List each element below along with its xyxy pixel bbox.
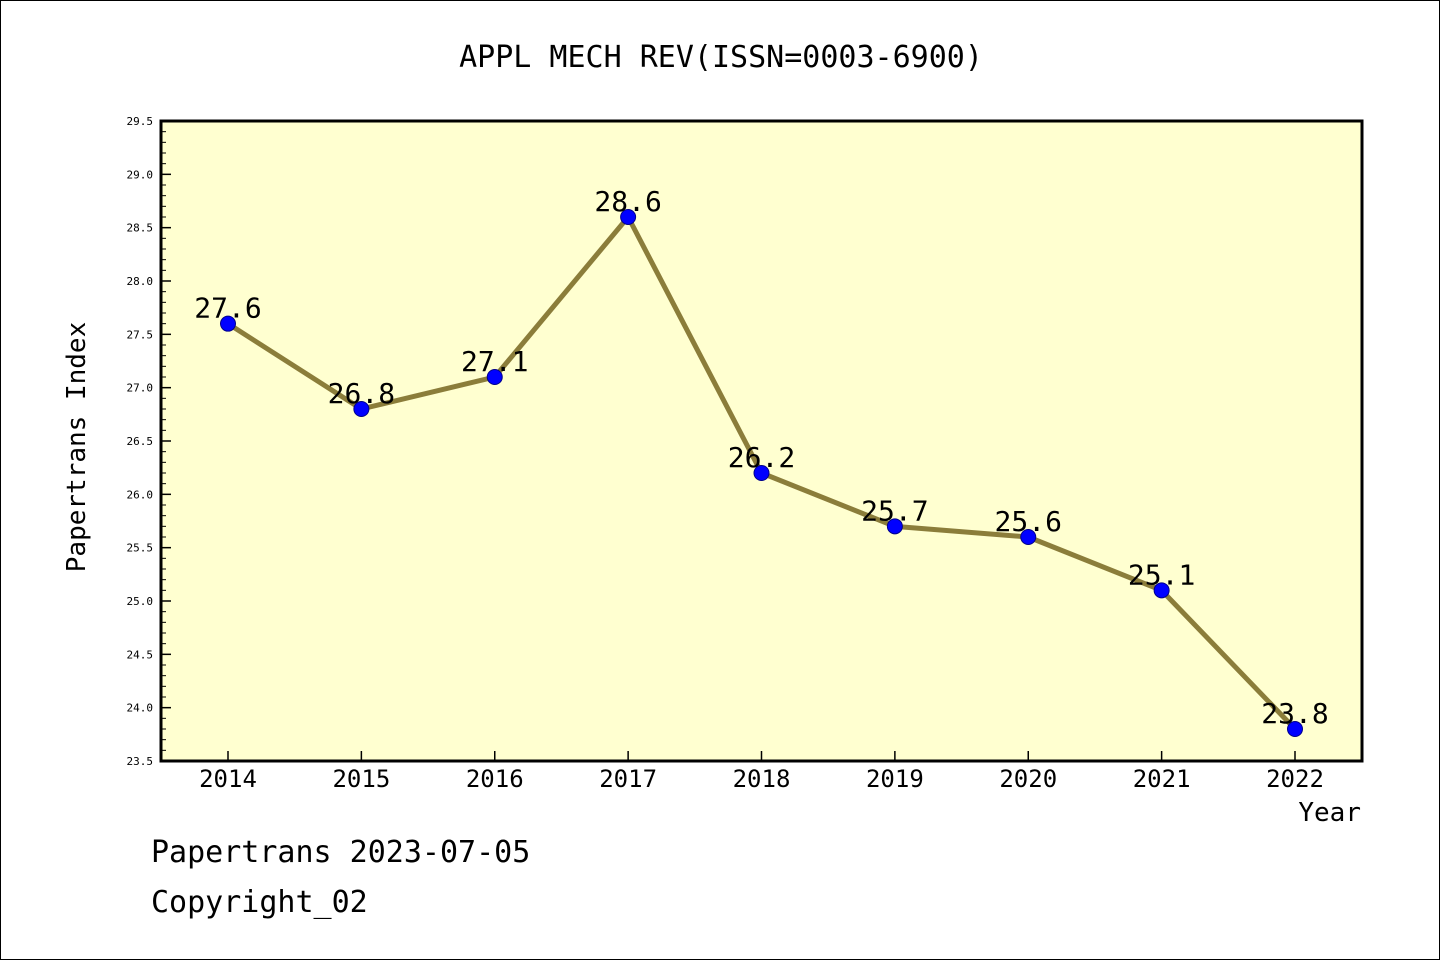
data-point bbox=[886, 518, 903, 535]
data-label: 27.6 bbox=[194, 292, 261, 325]
x-axis-label: Year bbox=[1298, 798, 1361, 828]
data-label: 25.1 bbox=[1128, 558, 1195, 591]
y-tick-label: 26.0 bbox=[127, 488, 154, 501]
x-tick-label: 2022 bbox=[1266, 765, 1324, 793]
data-label: 28.6 bbox=[594, 185, 661, 218]
data-point bbox=[753, 465, 770, 481]
x-tick-label: 2020 bbox=[999, 765, 1057, 793]
data-point bbox=[486, 369, 503, 385]
data-point bbox=[1020, 529, 1037, 545]
data-label: 25.6 bbox=[995, 505, 1062, 538]
x-tick-label: 2015 bbox=[332, 765, 390, 793]
y-tick-label: 23.5 bbox=[127, 755, 154, 768]
data-labels: 27.6 26.8 27.1 28.6 26.2 25.7 25.6 25.1 23.8 bbox=[194, 185, 1328, 730]
y-tick-label: 29.0 bbox=[127, 168, 154, 181]
data-label: 26.2 bbox=[728, 441, 795, 474]
chart-title: APPL MECH REV(ISSN=0003-6900) bbox=[459, 40, 983, 75]
plot-area bbox=[161, 121, 1362, 761]
data-label: 26.8 bbox=[328, 377, 395, 410]
x-tick-labels: 2014 2015 2016 2017 2018 2019 2020 2021 2022 bbox=[199, 765, 1324, 793]
y-tick-label: 25.0 bbox=[127, 595, 154, 608]
data-label: 25.7 bbox=[861, 494, 928, 527]
y-tick-labels: 23.5 24.0 24.5 25.0 25.5 26.0 26.5 27.0 27.5 28.0… bbox=[127, 115, 154, 768]
x-tick-label: 2016 bbox=[466, 765, 524, 793]
y-tick-label: 29.5 bbox=[127, 115, 154, 128]
y-tick-label: 27.0 bbox=[127, 382, 154, 395]
data-label: 27.1 bbox=[461, 345, 528, 378]
data-label: 23.8 bbox=[1261, 697, 1328, 730]
y-tick-label: 26.5 bbox=[127, 435, 154, 448]
series-markers bbox=[220, 209, 1303, 737]
data-point bbox=[220, 315, 236, 332]
x-tick-label: 2017 bbox=[599, 765, 657, 793]
y-tick-label: 27.5 bbox=[127, 328, 154, 341]
plot-border bbox=[159, 119, 1364, 763]
data-point bbox=[620, 209, 637, 225]
footer-copyright: Copyright_02 bbox=[151, 885, 368, 920]
x-tick-label: 2021 bbox=[1133, 765, 1191, 793]
y-tick-label: 28.0 bbox=[127, 275, 154, 288]
y-tick-label: 28.5 bbox=[127, 222, 154, 235]
x-tick-label: 2019 bbox=[866, 765, 924, 793]
y-tick-label: 25.5 bbox=[127, 542, 154, 555]
x-ticks bbox=[227, 751, 1296, 761]
x-tick-label: 2018 bbox=[733, 765, 791, 793]
y-tick-label: 24.0 bbox=[127, 702, 154, 715]
data-point bbox=[1287, 721, 1303, 737]
data-point bbox=[1153, 582, 1170, 599]
y-axis-label: Papertrans Index bbox=[62, 322, 92, 572]
data-point bbox=[353, 401, 370, 417]
y-tick-label: 24.5 bbox=[127, 648, 154, 661]
footer-date: Papertrans 2023-07-05 bbox=[151, 835, 531, 870]
x-tick-label: 2014 bbox=[199, 765, 257, 793]
